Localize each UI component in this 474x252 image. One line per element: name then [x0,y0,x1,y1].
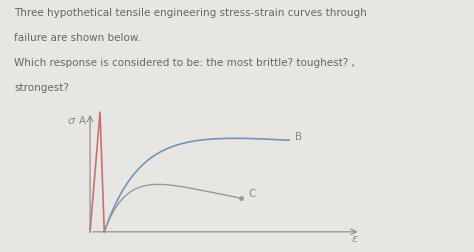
Text: Three hypothetical tensile engineering stress-strain curves through: Three hypothetical tensile engineering s… [14,8,367,18]
Text: σ: σ [67,116,74,126]
Text: B: B [295,132,302,142]
Text: Which response is considered to be: the most brittle? toughest? ,: Which response is considered to be: the … [14,58,355,68]
Text: ε: ε [352,234,358,244]
Text: A: A [79,116,86,126]
Text: C: C [248,189,255,199]
Text: failure are shown below.: failure are shown below. [14,33,141,43]
Text: strongest?: strongest? [14,83,69,93]
